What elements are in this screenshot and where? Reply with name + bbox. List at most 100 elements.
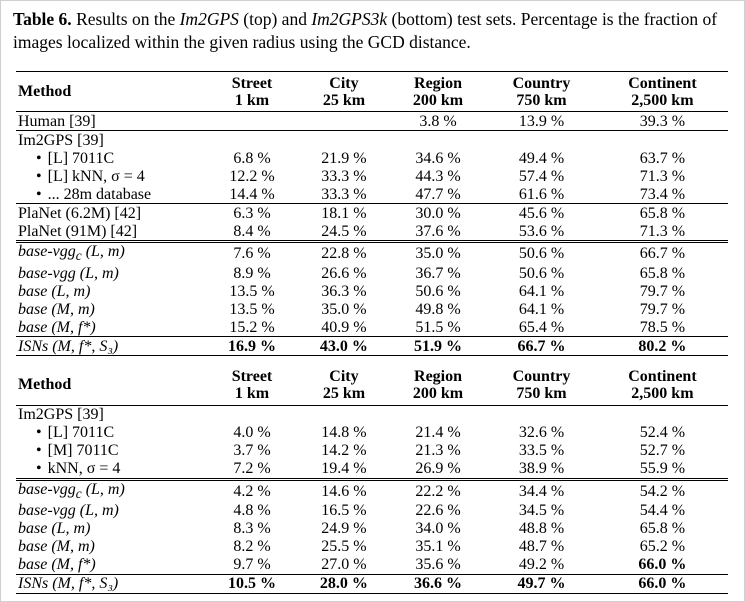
value-cell [596, 130, 728, 149]
table-row: ISNs (M, f*, S₃) 16.9 % 43.0 % 51.9 % 66.7 %… [16, 336, 728, 356]
value-cell: 4.0 % [233, 424, 271, 441]
value-cell: 40.9 % [321, 318, 367, 336]
value-cell: 43.0 % [297, 336, 390, 356]
value-cell: 55.9 % [639, 460, 686, 477]
table-header: Method Street 1 km City 25 km Region 200 km Cou… [16, 365, 728, 406]
table-row: base (M, f*) 15.2 % 40.9 % 51.5 % 65.4 % 78.5… [16, 318, 728, 337]
method-cell: • ... 28m database [16, 185, 206, 204]
column-unit: 1 km [234, 91, 270, 109]
table-row: PlaNet (6.2M) [42] 6.3 % 18.1 % 30.0 % 45.6 … [16, 203, 728, 222]
value-cell: 44.3 % [415, 167, 461, 185]
value-cell: 49.7 % [486, 573, 597, 594]
value-cell: 48.8 % [518, 520, 565, 538]
header-cell: Method [16, 365, 206, 406]
method-cell: • [L] kNN, σ = 4 [16, 167, 206, 185]
method-name: PlaNet (6.2M) [42] [18, 204, 142, 222]
value-cell: 24.9 % [321, 520, 367, 538]
method-cell: base-vggc (L, m) [16, 240, 206, 265]
table-row: Human [39] 3.8 % 13.9 % 39.3 % [16, 112, 728, 131]
value-cell: 45.6 % [486, 203, 597, 222]
value-cell: 7.6 % [206, 240, 298, 265]
caption-text: Im2GPS [179, 9, 239, 29]
table-row: • [L] kNN, σ = 4 12.2 % 33.3 % 44.3 % 57.4 % 7… [16, 167, 728, 185]
value-cell: 26.6 % [321, 264, 367, 282]
value-cell: 33.3 % [321, 167, 367, 185]
bullet: • [36, 442, 42, 459]
value-cell: 78.5 % [639, 318, 686, 336]
column-unit: 25 km [322, 91, 366, 109]
value-cell: 35.0 % [389, 240, 487, 265]
column-unit: 1 km [234, 384, 270, 402]
value-cell: 36.7 % [415, 264, 461, 282]
value-cell: 34.4 % [486, 477, 597, 502]
value-cell: 14.4 % [229, 185, 275, 203]
value-cell: 65.8 % [596, 203, 728, 222]
value-cell: 33.5 % [518, 442, 565, 459]
table-row: • ... 28m database 14.4 % 33.3 % 47.7 % 61.6 … [16, 185, 728, 204]
header-cell: Street 1 km [206, 71, 298, 112]
value-cell: 53.6 % [518, 222, 565, 240]
value-cell: 54.4 % [639, 502, 686, 520]
value-cell: 33.3 % [321, 185, 367, 203]
header-cell: Country 750 km [486, 71, 597, 112]
value-cell [297, 130, 390, 149]
column-name: City [329, 367, 359, 385]
value-cell: 49.8 % [415, 300, 461, 318]
value-cell: 36.6 % [389, 573, 487, 594]
method-name: kNN, σ = 4 [47, 460, 121, 477]
method-cell: base-vggc (L, m) [16, 477, 206, 502]
table-row: base (M, m) 8.2 % 25.5 % 35.1 % 48.7 % 65.2 % [16, 538, 728, 556]
method-name: base (M, f*) [18, 318, 96, 336]
method-name: [L] 7011C [47, 149, 115, 167]
value-cell: 50.6 % [415, 282, 461, 300]
method-name: ISNs (M, f*, S₃) [18, 575, 119, 593]
column-name: Street [231, 367, 273, 385]
value-cell [486, 405, 597, 424]
table-row: • [M] 7011C 3.7 % 14.2 % 21.3 % 33.5 % 52.7 % [16, 442, 728, 460]
method-name: ... 28m database [47, 185, 152, 203]
column-name: Country [512, 367, 571, 385]
value-cell: 27.0 % [321, 556, 367, 574]
method-name: [L] kNN, σ = 4 [47, 167, 145, 185]
value-cell: 3.8 % [419, 112, 457, 130]
method-name: Human [39] [18, 112, 96, 130]
method-name: base-vgg [18, 480, 76, 498]
value-cell: 61.6 % [518, 185, 565, 203]
table-row: • [L] 7011C 6.8 % 21.9 % 34.6 % 49.4 % 63.7 % [16, 149, 728, 167]
method-name: (L, m) [81, 480, 125, 498]
value-cell: 49.2 % [518, 556, 565, 574]
method-subscript: c [75, 485, 82, 501]
value-cell [390, 405, 486, 424]
value-cell: 18.1 % [297, 203, 390, 222]
method-name: base (L, m) [18, 520, 91, 538]
value-cell: 8.2 % [233, 538, 271, 556]
table-row: • [L] 7011C 4.0 % 14.8 % 21.4 % 32.6 % 52.4 % [16, 424, 728, 442]
header-cell: Continent 2,500 km [596, 71, 728, 112]
value-cell: 65.8 % [639, 264, 686, 282]
value-cell: 47.7 % [415, 185, 461, 203]
method-name: [L] 7011C [47, 424, 115, 441]
value-cell [206, 112, 298, 131]
table-row: ISNs (M, f*, S₃) 10.5 % 28.0 % 36.6 % 49.7 %… [16, 573, 728, 594]
value-cell: 34.0 % [415, 520, 461, 538]
table-row: base-vggc (L, m) 7.6 % 22.8 % 35.0 % 50.6 % 6… [16, 240, 728, 265]
value-cell: 7.2 % [233, 460, 271, 477]
value-cell: 34.5 % [518, 502, 565, 520]
value-cell: 15.2 % [229, 318, 275, 336]
value-cell: 66.0 % [638, 556, 687, 574]
header-cell: City 25 km [297, 71, 390, 112]
value-cell: 28.0 % [297, 573, 390, 594]
value-cell: 64.1 % [518, 300, 565, 318]
value-cell: 49.4 % [518, 149, 565, 167]
value-cell: 21.9 % [321, 149, 367, 167]
table-row: Im2GPS [39] [16, 130, 728, 149]
method-name: base (M, f*) [18, 556, 96, 574]
method-name: base (M, m) [18, 538, 95, 556]
value-cell: 38.9 % [518, 460, 565, 477]
value-cell: 25.5 % [321, 538, 367, 556]
value-cell: 64.1 % [518, 282, 565, 300]
value-cell: 73.4 % [639, 185, 686, 203]
caption-text: Results on the [76, 9, 180, 29]
value-cell: 12.2 % [229, 167, 275, 185]
results-table: Method Street 1 km City 25 km Region 200 km Cou… [16, 365, 728, 594]
